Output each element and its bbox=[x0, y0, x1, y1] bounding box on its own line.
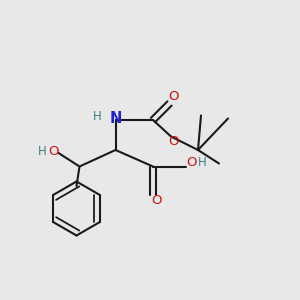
Text: H: H bbox=[93, 110, 102, 123]
Text: O: O bbox=[186, 156, 197, 170]
Text: H: H bbox=[197, 156, 206, 170]
Text: O: O bbox=[48, 145, 58, 158]
Text: H: H bbox=[38, 145, 46, 158]
Text: N: N bbox=[109, 111, 122, 126]
Text: O: O bbox=[168, 90, 178, 104]
Text: O: O bbox=[152, 194, 162, 208]
Text: O: O bbox=[168, 135, 178, 148]
